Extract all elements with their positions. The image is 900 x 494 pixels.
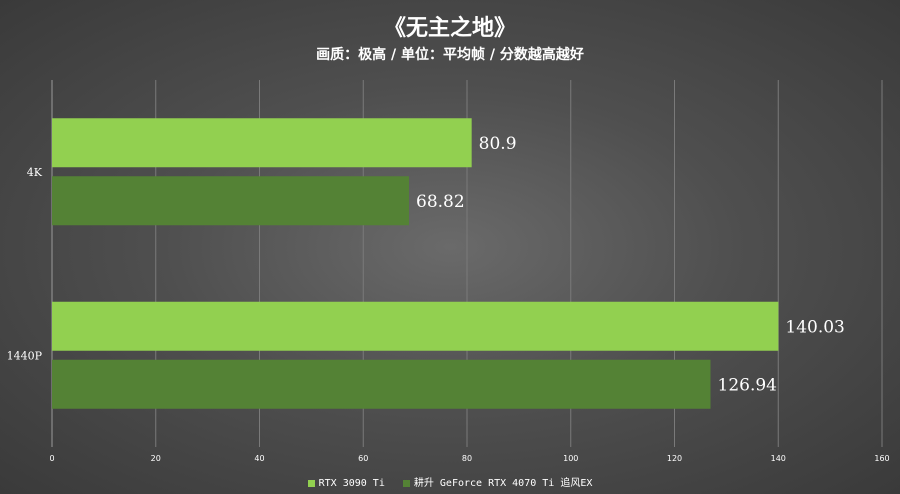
x-tick-label-100: 100 [563,454,578,463]
x-tick-label-160: 160 [874,454,889,463]
x-tick-label-0: 0 [49,454,54,463]
chart-subtitle: 画质：极高 / 单位：平均帧 / 分数越高越好 [316,47,584,63]
data-label-1440P-series-2: 126.94 [718,375,777,395]
chart-title: 《无主之地》 [383,16,516,41]
legend-swatch-series-1 [307,479,315,487]
data-label-4K-series-2: 68.82 [416,192,465,212]
x-tick-label-60: 60 [358,454,368,463]
category-label-4K: 4K [27,166,43,179]
x-tick-label-120: 120 [667,454,682,463]
bar-4K-series-1 [52,118,472,168]
x-tick-label-20: 20 [151,454,161,463]
category-label-1440P: 1440P [7,349,43,362]
x-tick-label-140: 140 [771,454,786,463]
legend-item-series-1: RTX 3090 Ti [307,478,385,489]
x-tick-label-80: 80 [462,454,472,463]
legend-item-series-2: 耕升 GeForce RTX 4070 Ti 追风EX [402,474,593,489]
legend-label-series-2: 耕升 GeForce RTX 4070 Ti 追风EX [413,478,593,489]
bar-1440P-series-1 [52,301,779,351]
legend-swatch-series-2 [402,479,410,487]
bar-4K-series-2 [52,176,410,226]
bar-1440P-series-2 [52,359,711,409]
legend: RTX 3090 Ti 耕升 GeForce RTX 4070 Ti 追风EX [0,474,900,489]
data-label-1440P-series-1: 140.03 [785,317,844,337]
data-label-4K-series-1: 80.9 [479,134,517,154]
x-tick-label-40: 40 [254,454,264,463]
legend-label-series-1: RTX 3090 Ti [318,478,385,489]
